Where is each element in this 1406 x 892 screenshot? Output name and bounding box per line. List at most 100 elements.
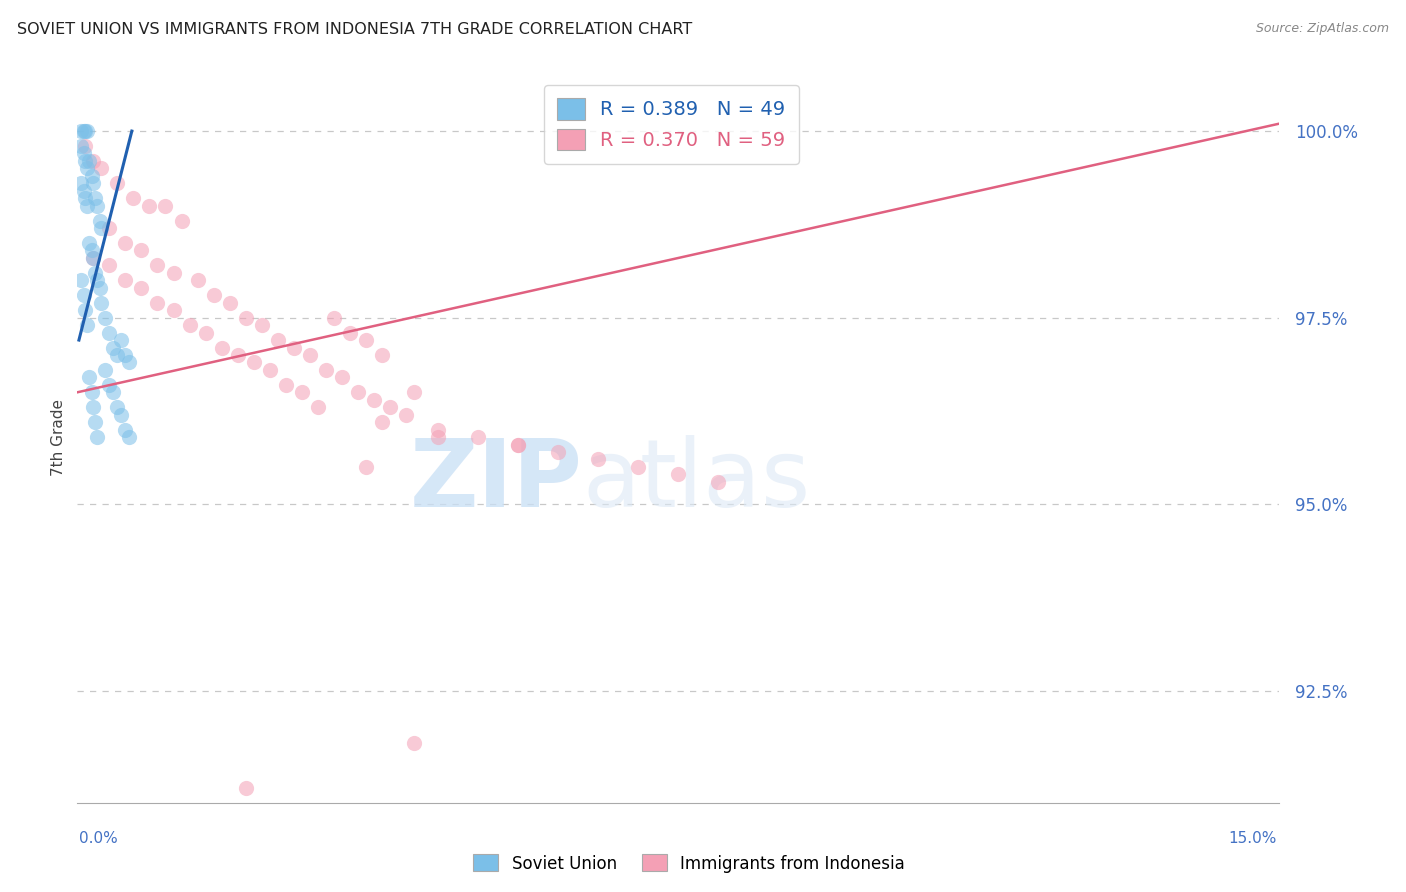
- Point: [114, 423, 136, 437]
- Point: [89, 213, 111, 227]
- Point: [155, 199, 177, 213]
- Point: [291, 385, 314, 400]
- Point: [371, 348, 394, 362]
- Point: [114, 235, 136, 250]
- Point: [82, 153, 104, 168]
- Point: [82, 251, 104, 265]
- Point: [250, 318, 273, 332]
- Legend: Soviet Union, Immigrants from Indonesia: Soviet Union, Immigrants from Indonesia: [467, 847, 911, 880]
- Point: [76, 199, 98, 213]
- Point: [82, 401, 104, 415]
- Point: [98, 326, 121, 340]
- Point: [402, 736, 425, 750]
- Point: [89, 281, 111, 295]
- Text: 0.0%: 0.0%: [79, 831, 118, 846]
- Point: [186, 273, 209, 287]
- Point: [307, 401, 329, 415]
- Point: [298, 348, 321, 362]
- Point: [226, 348, 249, 362]
- Point: [211, 341, 233, 355]
- Point: [179, 318, 201, 332]
- Point: [82, 251, 104, 265]
- Point: [70, 124, 93, 138]
- Y-axis label: 7th Grade: 7th Grade: [51, 399, 66, 475]
- Point: [84, 415, 107, 429]
- Point: [75, 303, 97, 318]
- Point: [322, 310, 344, 325]
- Point: [508, 437, 530, 451]
- Point: [235, 780, 257, 795]
- Point: [70, 177, 93, 191]
- Point: [110, 408, 132, 422]
- Point: [118, 355, 141, 369]
- Point: [235, 310, 257, 325]
- Point: [547, 445, 569, 459]
- Point: [146, 295, 169, 310]
- Point: [162, 266, 184, 280]
- Point: [242, 355, 264, 369]
- Point: [508, 437, 530, 451]
- Point: [79, 153, 101, 168]
- Text: Source: ZipAtlas.com: Source: ZipAtlas.com: [1256, 22, 1389, 36]
- Point: [110, 333, 132, 347]
- Point: [90, 221, 112, 235]
- Point: [259, 363, 281, 377]
- Point: [363, 392, 385, 407]
- Text: SOVIET UNION VS IMMIGRANTS FROM INDONESIA 7TH GRADE CORRELATION CHART: SOVIET UNION VS IMMIGRANTS FROM INDONESI…: [17, 22, 692, 37]
- Text: atlas: atlas: [582, 435, 810, 527]
- Point: [283, 341, 305, 355]
- Point: [627, 459, 650, 474]
- Point: [354, 459, 377, 474]
- Point: [107, 348, 129, 362]
- Point: [79, 235, 101, 250]
- Point: [70, 139, 93, 153]
- Point: [76, 318, 98, 332]
- Point: [378, 401, 401, 415]
- Point: [98, 259, 121, 273]
- Point: [75, 124, 97, 138]
- Point: [707, 475, 730, 489]
- Point: [395, 408, 418, 422]
- Point: [84, 266, 107, 280]
- Point: [162, 303, 184, 318]
- Point: [73, 146, 96, 161]
- Point: [75, 153, 97, 168]
- Point: [131, 281, 153, 295]
- Point: [146, 259, 169, 273]
- Point: [194, 326, 217, 340]
- Point: [427, 430, 450, 444]
- Point: [94, 363, 117, 377]
- Point: [76, 124, 98, 138]
- Point: [339, 326, 361, 340]
- Point: [218, 295, 240, 310]
- Point: [86, 199, 108, 213]
- Point: [86, 430, 108, 444]
- Point: [73, 184, 96, 198]
- Point: [118, 430, 141, 444]
- Point: [274, 377, 297, 392]
- Text: ZIP: ZIP: [409, 435, 582, 527]
- Point: [114, 348, 136, 362]
- Point: [588, 452, 610, 467]
- Point: [79, 370, 101, 384]
- Point: [427, 423, 450, 437]
- Point: [70, 273, 93, 287]
- Point: [73, 124, 96, 138]
- Point: [114, 273, 136, 287]
- Point: [131, 244, 153, 258]
- Point: [80, 385, 103, 400]
- Point: [267, 333, 290, 347]
- Point: [330, 370, 353, 384]
- Point: [103, 341, 125, 355]
- Point: [315, 363, 337, 377]
- Point: [354, 333, 377, 347]
- Point: [84, 191, 107, 205]
- Text: 15.0%: 15.0%: [1229, 831, 1277, 846]
- Point: [94, 310, 117, 325]
- Point: [346, 385, 368, 400]
- Point: [90, 295, 112, 310]
- Point: [122, 191, 145, 205]
- Point: [103, 385, 125, 400]
- Point: [82, 177, 104, 191]
- Point: [73, 288, 96, 302]
